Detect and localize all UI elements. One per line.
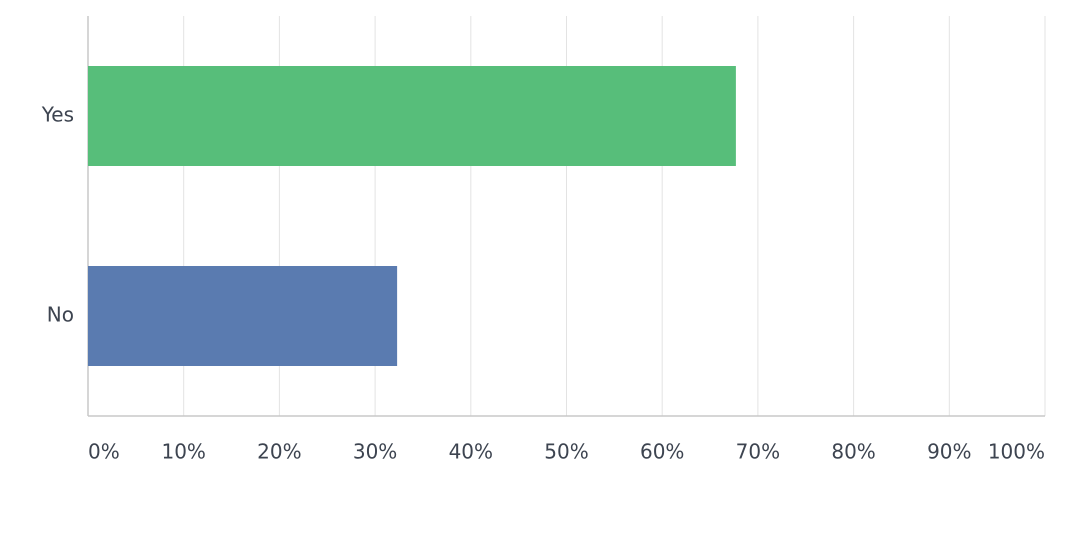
x-tick-label: 60% [640, 440, 684, 464]
y-tick-label: No [47, 303, 74, 327]
bar [88, 266, 398, 366]
bar [88, 66, 736, 166]
x-tick-label: 50% [544, 440, 588, 464]
y-tick-label: Yes [41, 103, 74, 127]
x-tick-label: 0% [88, 440, 120, 464]
x-tick-label: 30% [353, 440, 397, 464]
x-tick-label: 80% [831, 440, 875, 464]
x-tick-label: 100% [988, 440, 1045, 464]
x-tick-label: 20% [257, 440, 301, 464]
x-tick-label: 10% [161, 440, 205, 464]
x-tick-label: 70% [736, 440, 780, 464]
x-tick-label: 40% [449, 440, 493, 464]
x-tick-label: 90% [927, 440, 971, 464]
